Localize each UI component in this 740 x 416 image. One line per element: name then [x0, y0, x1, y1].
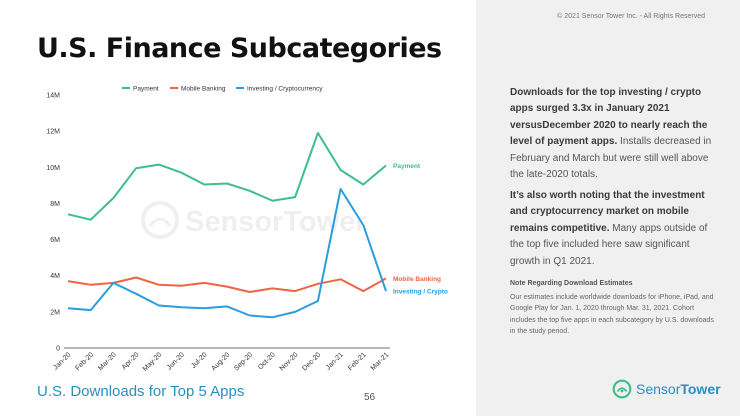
- legend-label: Investing / Cryptocurrency: [247, 86, 323, 93]
- y-tick-label: 14M: [46, 93, 60, 100]
- x-tick-label: Jan-21: [325, 351, 345, 371]
- x-tick-label: Aug-20: [210, 351, 231, 372]
- y-tick-label: 0: [56, 346, 60, 353]
- series-end-label: Investing / Crypto: [393, 289, 448, 296]
- y-tick-label: 12M: [46, 129, 60, 136]
- x-tick-label: Jul-20: [190, 351, 209, 370]
- series-line-mobile-banking: [67, 276, 387, 293]
- watermark: SensorTower: [141, 201, 367, 239]
- insight-2-bold: It’s also worth noting that the investme…: [510, 190, 705, 234]
- x-tick-label: Dec-20: [301, 351, 322, 372]
- legend-label: Mobile Banking: [181, 86, 226, 93]
- logo-text-tower: Tower: [680, 381, 721, 397]
- insight-2-text: Many apps outside of the top five includ…: [510, 222, 708, 267]
- insight-paragraph-1: Downloads for the top investing / crypto…: [510, 85, 720, 183]
- x-tick-label: Sep-20: [233, 351, 254, 372]
- y-tick-label: 2M: [50, 309, 60, 316]
- x-tick-label: Mar-20: [97, 351, 118, 372]
- sensor-tower-logo: SensorTower: [612, 378, 721, 400]
- insight-1-text: Installs decreased in February and March…: [510, 136, 712, 181]
- x-tick-label: May-20: [142, 351, 164, 373]
- x-tick-label: Nov-20: [279, 351, 300, 372]
- series-end-label: Payment: [393, 163, 421, 170]
- logo-text: SensorTower: [636, 381, 721, 397]
- x-tick-label: Feb-21: [347, 351, 368, 372]
- page-number: 56: [364, 392, 376, 403]
- x-tick-label: Apr-20: [121, 351, 141, 371]
- y-tick-label: 4M: [50, 273, 60, 280]
- page-title: U.S. Finance Subcategories: [37, 33, 442, 64]
- logo-text-sensor: Sensor: [636, 381, 681, 397]
- insight-paragraph-2: It’s also worth noting that the investme…: [510, 188, 720, 270]
- x-tick-label: Jan-20: [52, 351, 72, 371]
- note-title: Note Regarding Download Estimates: [510, 280, 633, 287]
- x-tick-label: Mar-21: [370, 351, 391, 372]
- note-body: Our estimates include worldwide download…: [510, 294, 714, 336]
- x-tick-label: Feb-20: [74, 351, 95, 372]
- x-tick-label: Oct-20: [257, 351, 277, 371]
- y-tick-label: 6M: [50, 237, 60, 244]
- copyright: © 2021 Sensor Tower Inc. - All Rights Re…: [557, 13, 705, 20]
- series-end-label: Mobile Banking: [393, 276, 441, 283]
- right-panel: [476, 0, 740, 416]
- y-tick-label: 10M: [46, 165, 60, 172]
- legend-label: Payment: [133, 86, 159, 93]
- series-line-payment: [67, 132, 387, 221]
- sensor-tower-logo-icon: [612, 379, 632, 399]
- insight-1-bold: Downloads for the top investing / crypto…: [510, 87, 708, 148]
- watermark-text: SensorTower: [185, 206, 367, 238]
- y-tick-label: 8M: [50, 201, 60, 208]
- left-panel: [0, 0, 476, 416]
- chart-subtitle: U.S. Downloads for Top 5 Apps: [37, 383, 245, 400]
- x-tick-label: Jun-20: [166, 351, 186, 371]
- series-line-investing-cryptocurrency: [67, 188, 387, 319]
